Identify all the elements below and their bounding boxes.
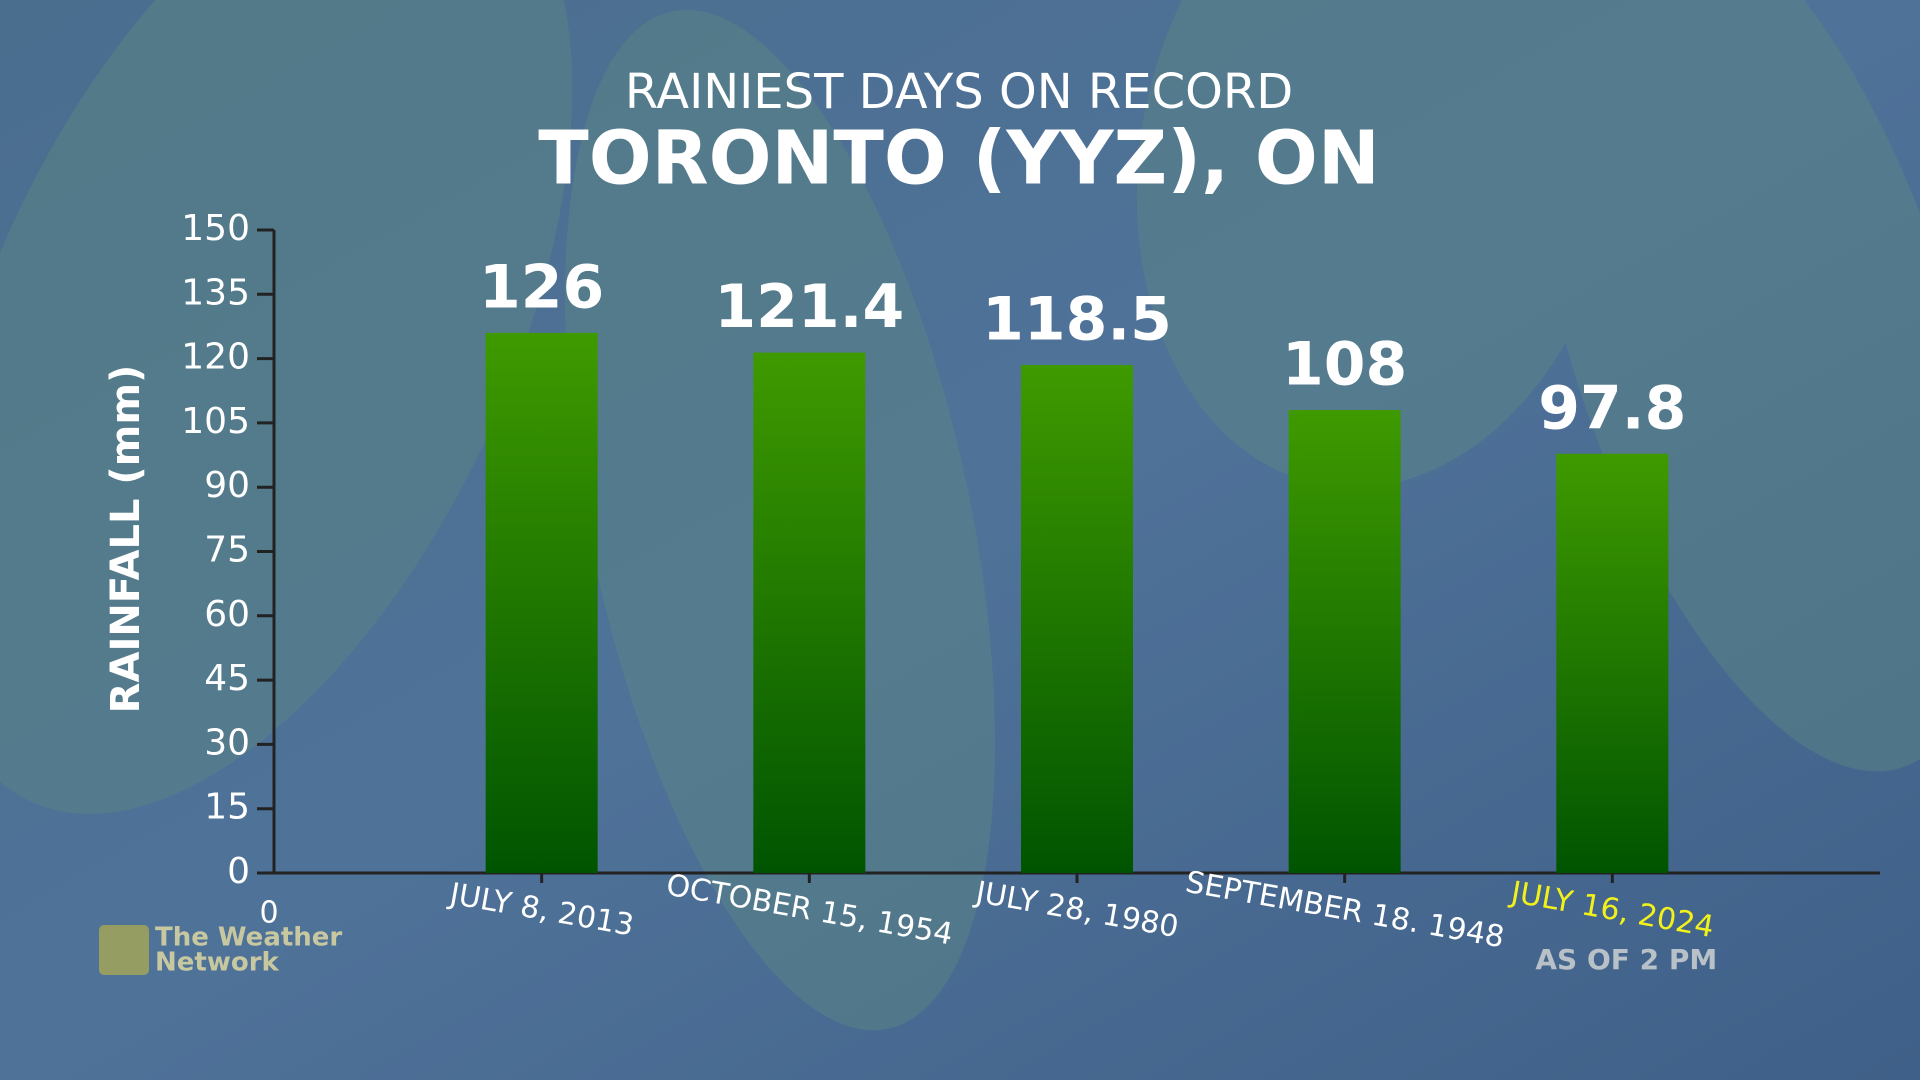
logo-text: The Weather — [155, 923, 342, 953]
category-note: AS OF 2 PM — [1535, 943, 1717, 976]
y-tick-label: 105 — [181, 401, 250, 442]
bar — [485, 332, 598, 873]
x-origin-label: 0 — [259, 896, 278, 931]
logo-icon — [99, 925, 149, 975]
y-tick-label: 135 — [181, 272, 250, 313]
bar — [1556, 453, 1669, 873]
value-label: 108 — [1282, 330, 1407, 400]
value-label: 97.8 — [1538, 373, 1686, 443]
y-tick-label: 75 — [204, 530, 250, 571]
y-tick-label: 60 — [204, 594, 250, 635]
y-tick-label: 30 — [204, 722, 250, 763]
y-tick-label: 120 — [181, 337, 250, 378]
bar — [1021, 365, 1133, 873]
y-tick-label: 90 — [204, 465, 250, 506]
y-tick-label: 150 — [181, 208, 250, 249]
bar — [1288, 410, 1401, 873]
chart-title: RAINIEST DAYS ON RECORD — [625, 64, 1293, 120]
value-label: 126 — [479, 252, 604, 322]
logo-text: Network — [155, 948, 280, 978]
y-axis-label: RAINFALL (mm) — [103, 365, 149, 714]
value-label: 121.4 — [714, 272, 904, 342]
value-label: 118.5 — [982, 285, 1172, 355]
y-tick-label: 15 — [204, 787, 250, 828]
y-tick-label: 0 — [227, 851, 250, 892]
chart-subtitle: TORONTO (YYZ), ON — [538, 116, 1380, 202]
y-tick-label: 45 — [204, 658, 250, 699]
bar — [753, 352, 866, 874]
